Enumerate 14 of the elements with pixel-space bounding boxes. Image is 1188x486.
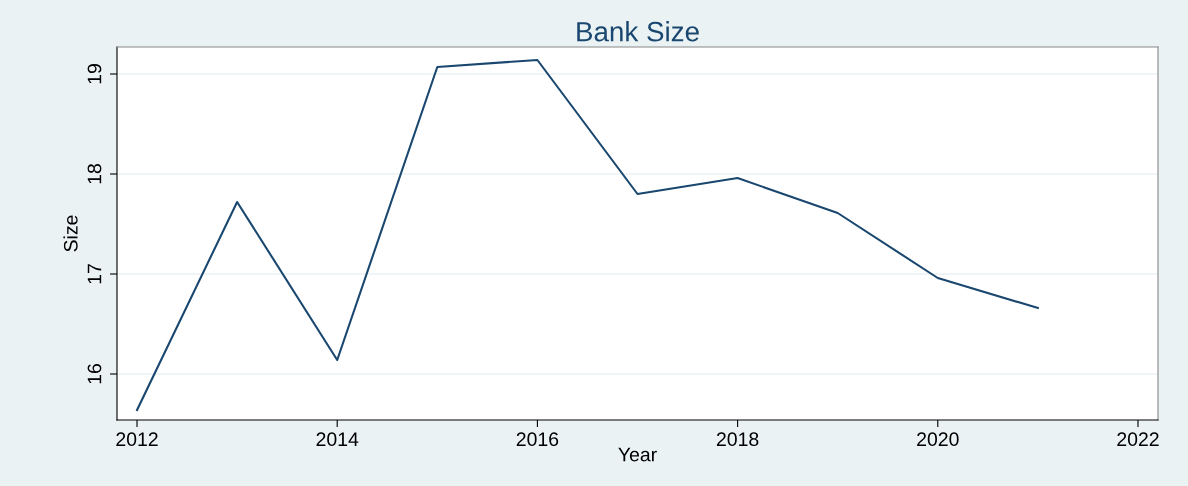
x-tick-label: 2014 — [316, 432, 359, 447]
x-tick-label: 2022 — [1117, 432, 1159, 447]
line-series — [135, 58, 1039, 412]
y-axis-title: Size — [63, 215, 78, 252]
x-tick-label: 2012 — [116, 432, 158, 447]
x-tick-label: 2016 — [516, 432, 559, 447]
x-tick-label: 2020 — [917, 432, 959, 447]
x-tick-label: 2018 — [716, 432, 759, 447]
y-tick-label: 17 — [87, 264, 102, 284]
y-tick-label: 18 — [87, 164, 102, 184]
chart-title: Bank Size — [577, 21, 699, 42]
y-tick-label: 16 — [87, 364, 102, 384]
x-axis-title: Year — [618, 447, 657, 462]
y-tick-label: 19 — [87, 64, 102, 84]
